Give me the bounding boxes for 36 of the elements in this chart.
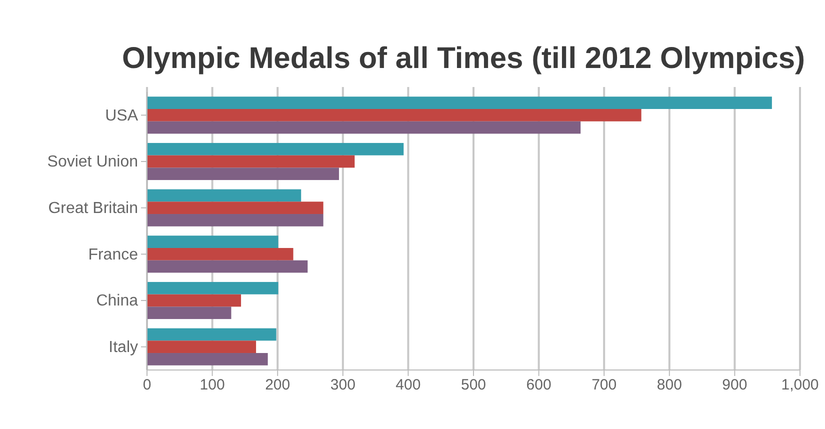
x-tick-label: 1,000 xyxy=(781,376,819,394)
y-tick-label: Soviet Union xyxy=(47,154,138,171)
bar xyxy=(147,214,324,226)
bar xyxy=(147,248,294,260)
bar xyxy=(147,328,276,341)
bar xyxy=(147,306,232,320)
bar xyxy=(147,260,308,273)
bar xyxy=(147,189,302,202)
x-tick-label: 200 xyxy=(265,376,290,394)
bar xyxy=(147,96,772,109)
chart-title: Olympic Medals of all Times (till 2012 Olympics) xyxy=(122,42,806,75)
y-tick-label: France xyxy=(88,246,138,264)
y-tick-label: Great Britain xyxy=(48,200,138,217)
y-tick-label: Italy xyxy=(108,338,138,356)
y-tick-label: China xyxy=(96,292,138,310)
bar xyxy=(147,155,355,168)
x-tick-label: 600 xyxy=(526,376,552,394)
y-tick-label: USA xyxy=(105,107,138,124)
x-tick-label: 400 xyxy=(396,376,421,394)
bar xyxy=(147,340,256,354)
x-tick-label: 800 xyxy=(656,376,682,394)
x-tick-label: 300 xyxy=(330,376,356,394)
x-tick-label: 900 xyxy=(722,376,748,394)
bar xyxy=(147,168,339,180)
bar xyxy=(147,282,278,294)
bar xyxy=(147,142,404,156)
x-tick-label: 100 xyxy=(200,376,225,394)
x-tick-label: 500 xyxy=(460,376,486,394)
bar xyxy=(147,202,324,214)
bar xyxy=(147,121,581,134)
bar xyxy=(147,108,642,122)
bar xyxy=(147,294,242,307)
x-tick-label: 0 xyxy=(142,376,152,394)
x-tick-label: 700 xyxy=(592,376,617,394)
bar xyxy=(147,353,268,366)
bar xyxy=(147,236,278,248)
